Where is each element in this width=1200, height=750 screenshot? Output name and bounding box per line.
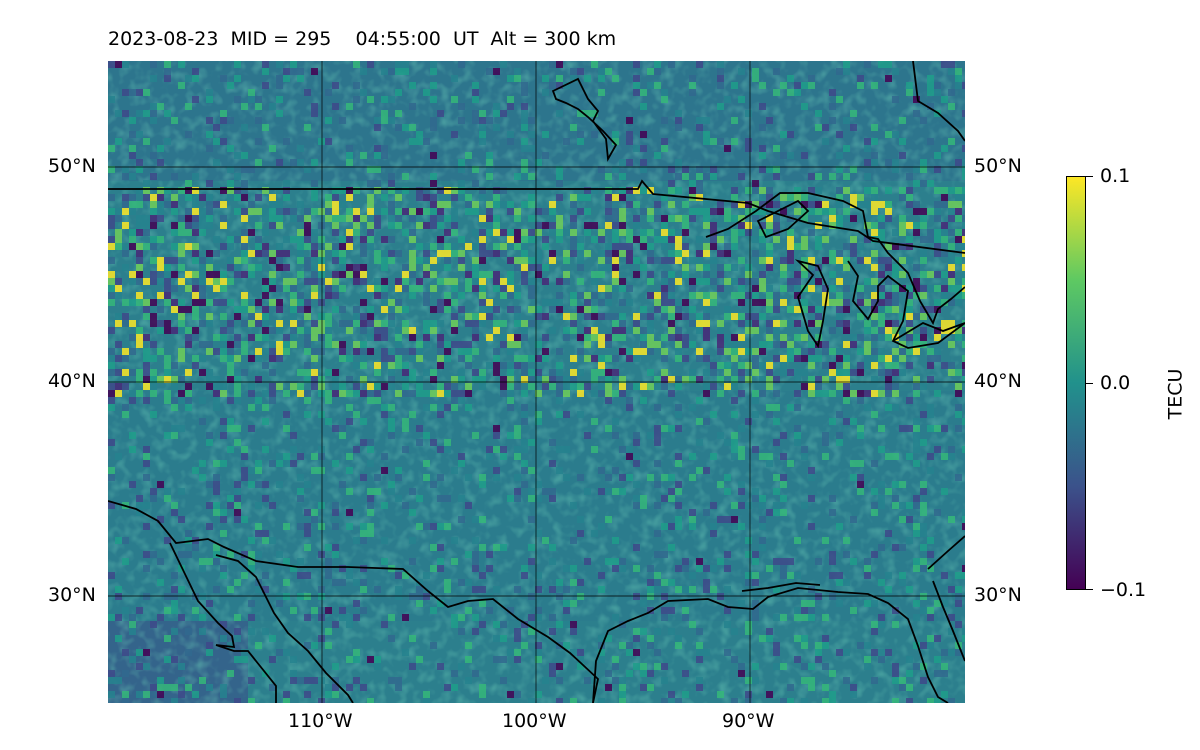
lon-label-90w: 90°W (722, 710, 775, 732)
colorbar-title: TECU (1164, 368, 1187, 420)
lat-label-right-50: 50°N (974, 155, 1022, 177)
map-svg (107, 60, 969, 705)
lat-label-left-40: 40°N (48, 370, 96, 392)
lat-label-right-30: 30°N (974, 584, 1022, 606)
colorbar-label-min: −0.1 (1100, 579, 1147, 601)
colorbar (1066, 176, 1086, 590)
lat-label-right-40: 40°N (974, 370, 1022, 392)
lat-label-left-30: 30°N (48, 584, 96, 606)
colorbar-tick-mid (1086, 383, 1093, 384)
colorbar-tick-top (1086, 176, 1093, 177)
lon-label-110w: 110°W (288, 710, 353, 732)
coastlines (107, 60, 966, 704)
map-title: 2023-08-23 MID = 295 04:55:00 UT Alt = 3… (108, 28, 617, 50)
graticule (108, 61, 965, 703)
colorbar-label-max: 0.1 (1100, 165, 1131, 187)
lat-label-left-50: 50°N (48, 155, 96, 177)
colorbar-label-zero: 0.0 (1100, 372, 1131, 394)
tec-map (107, 60, 969, 705)
lon-label-100w: 100°W (502, 710, 567, 732)
colorbar-tick-bottom (1086, 589, 1093, 590)
